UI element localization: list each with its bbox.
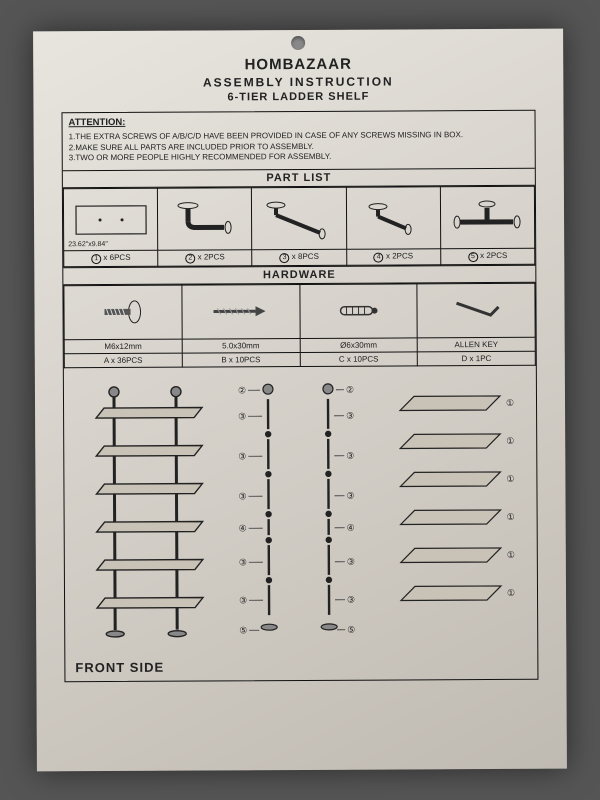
hw-d-dim: ALLEN KEY [417, 337, 535, 352]
part-1-cell: 23.62"x9.84" [63, 188, 158, 250]
hw-d-qty: D x 1PC [417, 351, 535, 366]
boards-stack-icon: ① ① ① ① ① ① [390, 376, 521, 647]
svg-text:①: ① [506, 398, 514, 408]
part-1-dim: 23.62"x9.84" [68, 241, 108, 248]
svg-text:⑤: ⑤ [239, 625, 247, 635]
hw-c-dim: Ø6x30mm [300, 338, 418, 353]
svg-text:③: ③ [347, 556, 355, 566]
bolt-icon [93, 295, 153, 329]
exploded-pipes-icon: ② ③ ③ ③ ④ ③ ③ ⑤ ② ③ ③ ③ ④ ③ [230, 376, 371, 647]
title-line-1: ASSEMBLY INSTRUCTION [61, 74, 535, 90]
title-line-2: 6-TIER LADDER SHELF [61, 90, 535, 104]
svg-text:③: ③ [239, 595, 247, 605]
part-1-qty: 1 x 6PCS [64, 250, 158, 266]
svg-text:③: ③ [239, 557, 247, 567]
svg-text:①: ① [506, 474, 514, 484]
hw-b-qty: B x 10PCS [182, 352, 300, 367]
part-2-cell [158, 188, 253, 250]
screw-icon [206, 296, 276, 326]
attention-title: ATTENTION: [69, 115, 529, 130]
allen-key-icon [446, 293, 506, 327]
svg-text:③: ③ [238, 451, 246, 461]
part-4-cell [346, 187, 441, 249]
svg-text:③: ③ [346, 490, 354, 500]
exploded-pipes: ② ③ ③ ③ ④ ③ ③ ⑤ ② ③ ③ ③ ④ ③ [227, 376, 375, 649]
tee-pipe-icon [447, 196, 527, 240]
svg-text:③: ③ [346, 450, 354, 460]
boards-stack: ① ① ① ① ① ① [381, 376, 529, 649]
part-5-qty: 5 x 2PCS [440, 248, 534, 264]
attention-block: ATTENTION: 1.THE EXTRA SCREWS OF A/B/C/D… [62, 111, 534, 171]
anchor-icon [328, 296, 388, 326]
short-pipe-icon [358, 196, 428, 240]
part-3-cell [252, 187, 347, 249]
straight-pipe-icon [264, 197, 334, 241]
svg-text:④: ④ [239, 523, 247, 533]
assembled-view [72, 377, 220, 650]
svg-text:③: ③ [346, 410, 354, 420]
part-3-qty: 3 x 8PCS [252, 249, 346, 265]
punch-hole [291, 36, 305, 50]
hw-a-dim: M6x12mm [64, 339, 182, 354]
hw-c-cell [299, 284, 417, 339]
partlist-table: 23.62"x9.84" [63, 186, 535, 267]
part-5-cell [440, 186, 535, 248]
part-2-qty: 2 x 2PCS [158, 250, 252, 266]
brand-name: HOMBAZAAR [61, 55, 535, 74]
hw-a-cell [64, 285, 182, 340]
part-4-qty: 4 x 2PCS [346, 249, 440, 265]
hw-a-qty: A x 36PCS [64, 353, 182, 368]
hardware-table: M6x12mm 5.0x30mm Ø6x30mm ALLEN KEY A x 3… [63, 282, 535, 367]
svg-text:④: ④ [347, 522, 355, 532]
hw-b-cell [182, 284, 300, 339]
attention-line: 3.TWO OR MORE PEOPLE HIGHLY RECOMMENDED … [69, 151, 529, 164]
svg-text:③: ③ [238, 411, 246, 421]
ladder-assembled-icon [80, 377, 211, 648]
svg-text:⑤: ⑤ [347, 624, 355, 634]
hw-c-qty: C x 10PCS [300, 352, 418, 367]
assembly-diagram: ② ③ ③ ③ ④ ③ ③ ⑤ ② ③ ③ ③ ④ ③ [64, 365, 538, 655]
svg-text:①: ① [506, 436, 514, 446]
hw-d-cell [417, 283, 535, 338]
board-icon [72, 199, 150, 239]
elbow-pipe-icon [170, 197, 240, 241]
front-side-label: FRONT SIDE [65, 653, 537, 680]
svg-text:①: ① [507, 588, 515, 598]
svg-text:②: ② [238, 385, 246, 395]
svg-text:①: ① [506, 550, 514, 560]
svg-text:①: ① [506, 512, 514, 522]
svg-text:②: ② [346, 384, 354, 394]
main-frame: ATTENTION: 1.THE EXTRA SCREWS OF A/B/C/D… [61, 110, 538, 682]
hw-b-dim: 5.0x30mm [182, 338, 300, 353]
instruction-sheet: HOMBAZAAR ASSEMBLY INSTRUCTION 6-TIER LA… [33, 29, 567, 772]
header: HOMBAZAAR ASSEMBLY INSTRUCTION 6-TIER LA… [61, 55, 535, 104]
svg-text:③: ③ [347, 594, 355, 604]
svg-text:③: ③ [238, 491, 246, 501]
